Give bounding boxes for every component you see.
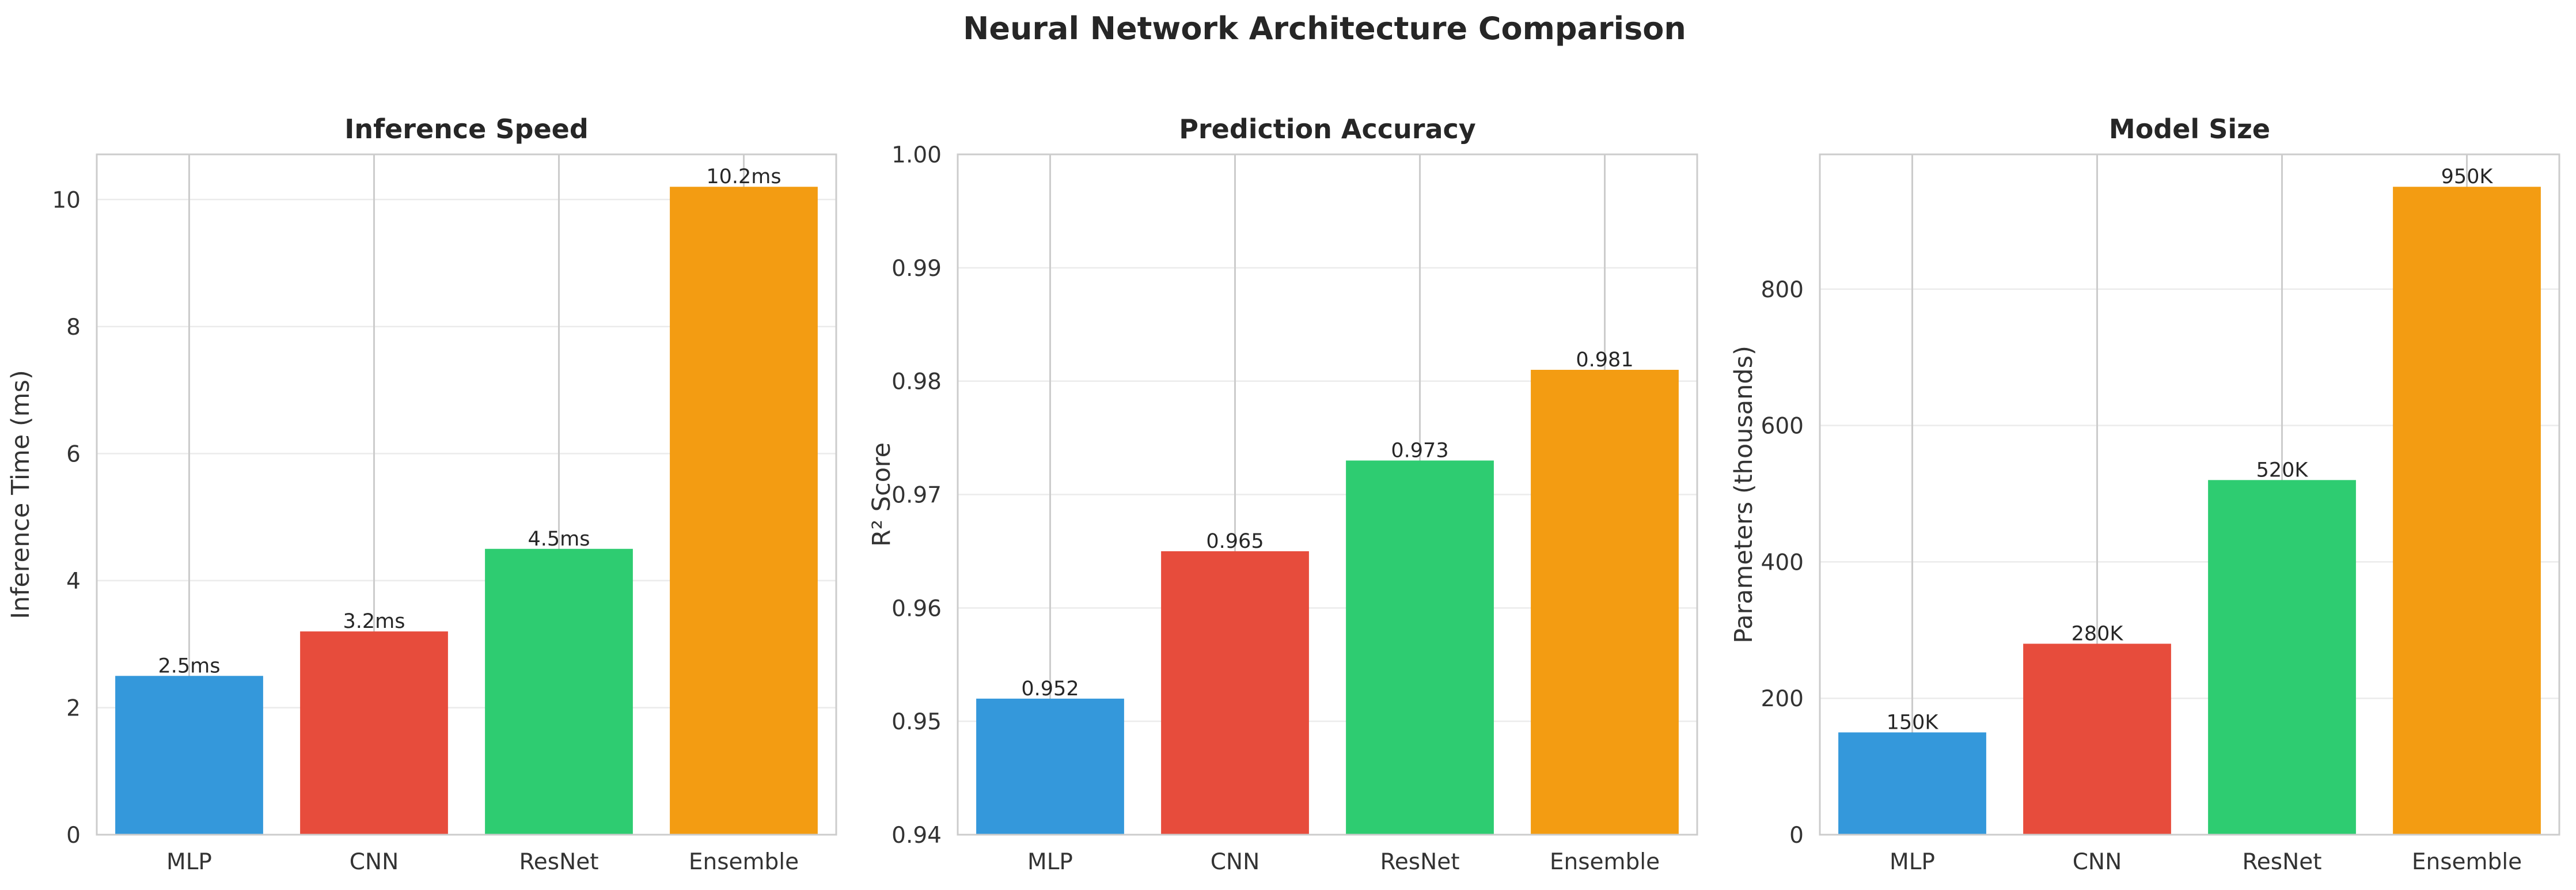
panel-3-bar-cnn [2023, 643, 2171, 835]
panel-1-y-tick-label: 10 [52, 187, 81, 213]
panel-3-bar-resnet [2208, 480, 2356, 835]
panel-3-data-label: 280K [2072, 622, 2124, 645]
panel-3-y-tick-label: 200 [1761, 686, 1804, 712]
chart-panel-1: 2.5ms 3.2ms 4.5ms 10.2ms MLP CNN ResNet Ensembl… [6, 113, 837, 875]
panel-2-y-tick-label: 0.99 [891, 256, 942, 282]
panel-2-axes-frame [957, 153, 1698, 836]
panel-3-x-tick-label: MLP [1890, 849, 1935, 875]
panel-1-y-tick-label: 4 [66, 569, 81, 594]
panel-2-data-label: 0.973 [1391, 439, 1448, 462]
panel-1-title: Inference Speed [344, 113, 589, 145]
panel-3-data-label: 950K [2441, 165, 2494, 188]
panel-3-y-tick-label: 600 [1761, 414, 1804, 440]
panel-1-x-tick-label: ResNet [519, 849, 598, 875]
panel-1-y-tick-label: 6 [66, 441, 81, 467]
panel-1-y-tick-label: 0 [66, 823, 81, 849]
panel-2-y-axis-label: R² Score [867, 442, 896, 547]
panel-2-y-tick-label: 0.95 [891, 709, 942, 735]
panel-1-data-label: 2.5ms [158, 654, 221, 677]
panel-2-x-tick-label: Ensemble [1550, 849, 1660, 875]
panel-2-y-tick-label: 0.97 [891, 483, 942, 509]
panel-2-y-tick-label: 0.94 [891, 823, 942, 849]
figure-title: Neural Network Architecture Comparison [963, 10, 1686, 47]
panel-2-y-tick-label: 0.98 [891, 369, 942, 395]
panel-1-bar-ensemble [670, 187, 818, 835]
panel-1-bar-mlp [115, 676, 263, 835]
panel-3-axes-frame [1819, 153, 2560, 836]
panel-1-x-tick-label: CNN [350, 849, 399, 875]
chart-panel-2: 0.952 0.965 0.973 0.981 MLP CNN ResNet Ensemble… [867, 113, 1698, 875]
panel-2-data-label: 0.965 [1206, 530, 1264, 553]
panel-3-y-tick-label: 400 [1761, 550, 1804, 575]
panel-2-x-tick-label: ResNet [1380, 849, 1459, 875]
panel-2-bar-mlp [976, 698, 1124, 835]
panel-1-data-label: 4.5ms [528, 528, 590, 551]
panel-1-x-tick-label: Ensemble [689, 849, 799, 875]
panel-2-y-tick-label: 1.00 [891, 142, 942, 168]
panel-3-bar-mlp [1838, 732, 1986, 835]
panel-1-y-tick-label: 2 [66, 695, 81, 721]
panel-3-x-tick-label: Ensemble [2412, 849, 2522, 875]
panel-1-data-label: 3.2ms [343, 610, 405, 633]
panel-3-x-tick-label: ResNet [2242, 849, 2321, 875]
panel-2-data-label: 0.981 [1576, 349, 1633, 372]
panel-3-bar-ensemble [2393, 187, 2541, 835]
panel-1-bar-resnet [485, 548, 633, 835]
panel-3-data-label: 520K [2256, 459, 2309, 482]
panel-3-y-axis-label: Parameters (thousands) [1729, 346, 1758, 643]
panel-3-x-tick-label: CNN [2073, 849, 2122, 875]
panel-1-x-tick-label: MLP [166, 849, 212, 875]
panel-1-bar-cnn [300, 631, 448, 835]
panel-1-axes-frame [96, 153, 837, 836]
panel-2-bar-ensemble [1531, 369, 1679, 835]
panels-container: 2.5ms 3.2ms 4.5ms 10.2ms MLP CNN ResNet Ensembl… [6, 113, 2560, 875]
panel-2-data-label: 0.952 [1021, 677, 1079, 700]
panel-1-y-tick-label: 8 [66, 315, 81, 340]
panel-3-y-tick-label: 0 [1789, 823, 1804, 849]
panel-2-title: Prediction Accuracy [1179, 113, 1476, 145]
panel-3-data-label: 150K [1887, 711, 1939, 734]
panel-2-bar-cnn [1161, 551, 1309, 835]
panel-1-data-label: 10.2ms [706, 165, 781, 188]
panel-2-bar-resnet [1346, 460, 1494, 835]
panel-3-title: Model Size [2109, 113, 2270, 145]
panel-2-y-tick-label: 0.96 [891, 596, 942, 622]
panel-1-y-axis-label: Inference Time (ms) [6, 370, 35, 619]
panel-2-x-tick-label: CNN [1211, 849, 1260, 875]
chart-panel-3: 150K 280K 520K 950K MLP CNN ResNet Ensemble 0 200… [1729, 113, 2560, 875]
panel-3-y-tick-label: 800 [1761, 277, 1804, 303]
panel-2-x-tick-label: MLP [1027, 849, 1073, 875]
